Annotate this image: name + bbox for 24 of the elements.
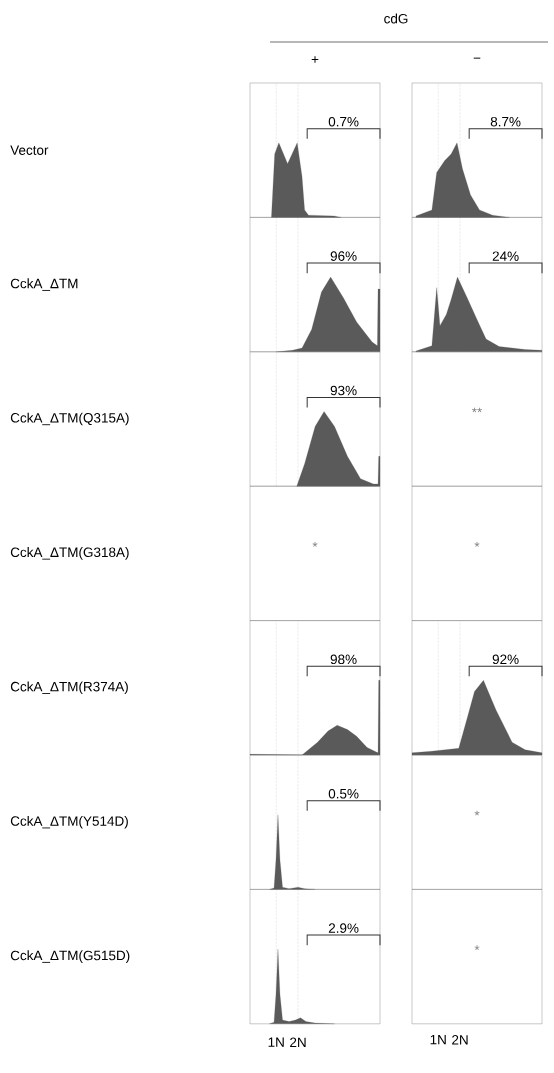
text: CckA_ΔTM(G318A) bbox=[10, 547, 129, 560]
text: * bbox=[474, 542, 480, 547]
text: 24% bbox=[492, 251, 519, 261]
text: 8.7% bbox=[490, 116, 521, 127]
y-axis-title: CckA_ΔTM(R374A) bbox=[10, 681, 128, 695]
text: 93% bbox=[330, 385, 357, 396]
text: 2.9% bbox=[328, 923, 359, 933]
text: * bbox=[312, 542, 318, 547]
y-axis-title: CckA_ΔTM(G515D) bbox=[10, 950, 130, 963]
y-axis-title: CckA_ΔTM(Q315A) bbox=[10, 412, 129, 426]
chart-subtitle: − bbox=[473, 57, 481, 59]
text: 96% bbox=[330, 251, 357, 261]
text: 98% bbox=[330, 654, 357, 665]
text: 0.5% bbox=[328, 788, 359, 799]
y-axis-title: CckA_ΔTM bbox=[10, 278, 78, 291]
text: 92% bbox=[492, 654, 519, 665]
chart-subtitle: + bbox=[311, 56, 319, 63]
y-axis-title: Vector bbox=[10, 145, 49, 155]
text: 0.7% bbox=[328, 116, 359, 127]
y-axis-title: CckA_ΔTM(Y514D) bbox=[10, 815, 128, 829]
text: * bbox=[474, 810, 480, 816]
text: * bbox=[474, 945, 480, 950]
chart-title: cdG bbox=[384, 13, 408, 24]
text: ** bbox=[471, 407, 483, 413]
